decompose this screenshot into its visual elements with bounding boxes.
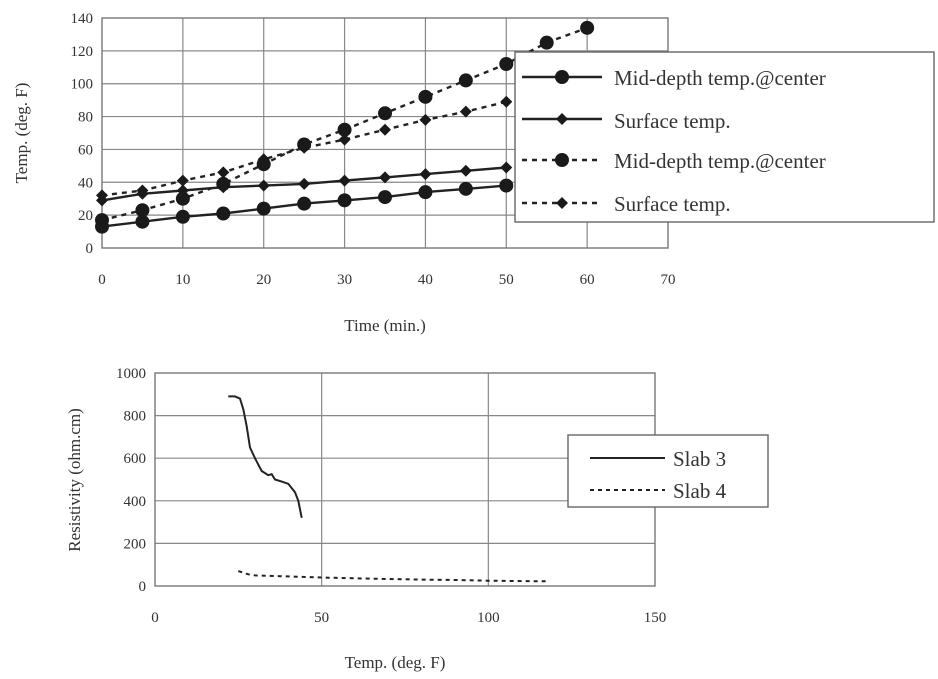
chart1-series-2-point — [459, 164, 472, 177]
chart1-series-2-point — [419, 168, 432, 181]
chart2-series — [228, 395, 549, 583]
chart2-y-tick-label: 0 — [139, 579, 147, 595]
chart1-x-tick-label: 50 — [499, 272, 514, 288]
chart1-series-1-point — [297, 196, 312, 211]
chart1-y-tick-label: 100 — [71, 77, 94, 93]
chart2-y-tick-label: 600 — [124, 451, 147, 467]
chart1-series-4-point — [96, 189, 108, 202]
chart1-series-4-point — [500, 95, 513, 108]
chart1-series-4-point — [379, 123, 391, 136]
chart1-series — [95, 20, 595, 234]
chart1-series-4-point — [176, 174, 189, 187]
chart1-legend-label-3: Mid-depth temp.@center — [614, 149, 826, 173]
chart2-x-axis-label: Temp. (deg. F) — [345, 653, 446, 672]
chart1-x-tick-label: 70 — [661, 272, 676, 288]
chart1-series-3-point — [175, 191, 190, 206]
chart1-series-3-point — [458, 73, 473, 88]
chart1-series-2-point — [257, 179, 270, 192]
chart2-legend-label-2: Slab 4 — [673, 479, 727, 503]
chart1-x-tick-label: 0 — [98, 272, 106, 288]
chart1-x-tick-label: 40 — [418, 272, 433, 288]
chart1-series-4-point — [459, 105, 472, 118]
chart1-series-1-point — [499, 178, 514, 193]
chart1-series-3-point — [337, 122, 352, 137]
chart1-series-1-point — [135, 214, 150, 229]
chart2-y-tick-label: 1000 — [116, 366, 146, 382]
chart2-series-2-line — [237, 570, 549, 583]
chart1-legend-label-4: Surface temp. — [614, 192, 731, 216]
chart1-legend-box — [514, 51, 935, 223]
chart1-series-3-point — [539, 35, 554, 50]
chart2-legend-label-1: Slab 3 — [673, 447, 726, 471]
chart1-series-1-point — [458, 181, 473, 196]
chart1-series-4-point — [338, 133, 351, 146]
chart1-y-tick-label: 140 — [71, 11, 94, 27]
chart1-legend-swatch-marker-3 — [555, 153, 569, 167]
chart1-series-3-point — [418, 89, 433, 104]
chart2-y-tick-label: 800 — [124, 409, 147, 425]
chart-temperature-vs-time: 0 10 20 30 40 50 60 70 0 20 40 60 80 100 120 140 Time … — [12, 11, 935, 335]
chart1-series-3-point — [135, 203, 150, 218]
chart1-x-tick-label: 10 — [175, 272, 190, 288]
chart1-legend: Mid-depth temp.@center Surface temp. Mid… — [514, 51, 935, 223]
chart1-series-3-point — [95, 213, 109, 228]
chart1-series-2-point — [298, 177, 311, 190]
chart1-legend-swatch-marker-1 — [555, 70, 569, 84]
chart1-x-tick-label: 30 — [337, 272, 352, 288]
chart2-x-tick-labels: 0 50 100 150 — [151, 610, 666, 626]
chart1-legend-label-2: Surface temp. — [614, 109, 731, 133]
chart1-series-4-point — [298, 141, 311, 154]
chart1-series-3-point — [216, 176, 231, 191]
chart1-series-4-point — [257, 153, 270, 166]
chart1-x-tick-labels: 0 10 20 30 40 50 60 70 — [98, 272, 675, 288]
chart1-series-3-point — [580, 20, 595, 35]
chart1-series-1-point — [378, 190, 392, 205]
chart1-x-tick-label: 20 — [256, 272, 271, 288]
chart-resistivity-vs-temperature: 0 50 100 150 0 200 400 600 800 1000 Temp. (deg. … — [65, 366, 769, 672]
chart1-y-tick-labels: 0 20 40 60 80 100 120 140 — [71, 11, 94, 257]
chart1-series-1-point — [337, 193, 352, 208]
chart1-legend-swatches — [522, 70, 602, 209]
chart2-x-tick-label: 0 — [151, 610, 159, 626]
chart2-x-tick-label: 150 — [644, 610, 667, 626]
chart2-series-1-line — [228, 395, 303, 518]
chart1-series-2-point — [500, 161, 513, 174]
chart1-y-tick-label: 0 — [86, 241, 94, 257]
chart2-y-tick-label: 400 — [124, 494, 147, 510]
chart2-y-tick-label: 200 — [124, 536, 147, 552]
chart1-series-2-point — [379, 171, 391, 184]
chart1-legend-swatch-marker-4 — [556, 197, 568, 209]
chart2-legend: Slab 3 Slab 4 — [567, 434, 769, 508]
chart1-legend-swatch-marker-2 — [556, 113, 568, 125]
chart1-legend-label-1: Mid-depth temp.@center — [614, 66, 826, 90]
chart1-y-tick-label: 40 — [78, 175, 93, 191]
chart1-y-tick-label: 120 — [71, 44, 94, 60]
chart1-y-axis-label: Temp. (deg. F) — [12, 83, 31, 184]
chart1-series-1-point — [418, 185, 433, 200]
chart1-series-4-point — [217, 166, 230, 179]
chart2-legend-box — [567, 434, 769, 508]
chart1-series-2-point — [338, 174, 351, 187]
chart2-y-tick-labels: 0 200 400 600 800 1000 — [116, 366, 146, 595]
chart1-y-tick-label: 20 — [78, 208, 93, 224]
chart1-y-tick-label: 60 — [78, 142, 93, 158]
chart1-series-3-point — [378, 106, 392, 121]
chart1-series-1-point — [216, 206, 231, 221]
chart1-y-tick-label: 80 — [78, 110, 93, 126]
chart1-x-axis-label: Time (min.) — [344, 316, 426, 335]
chart1-series-1-point — [256, 201, 271, 216]
chart1-series-3-point — [499, 57, 514, 71]
chart2-y-axis-label: Resistivity (ohm.cm) — [65, 408, 84, 552]
chart1-series-4-point — [136, 184, 149, 197]
chart1-x-tick-label: 60 — [580, 272, 595, 288]
chart1-series-4-point — [419, 113, 432, 126]
chart2-x-tick-label: 100 — [477, 610, 500, 626]
chart1-series-1-point — [175, 209, 190, 224]
chart2-x-tick-label: 50 — [314, 610, 329, 626]
